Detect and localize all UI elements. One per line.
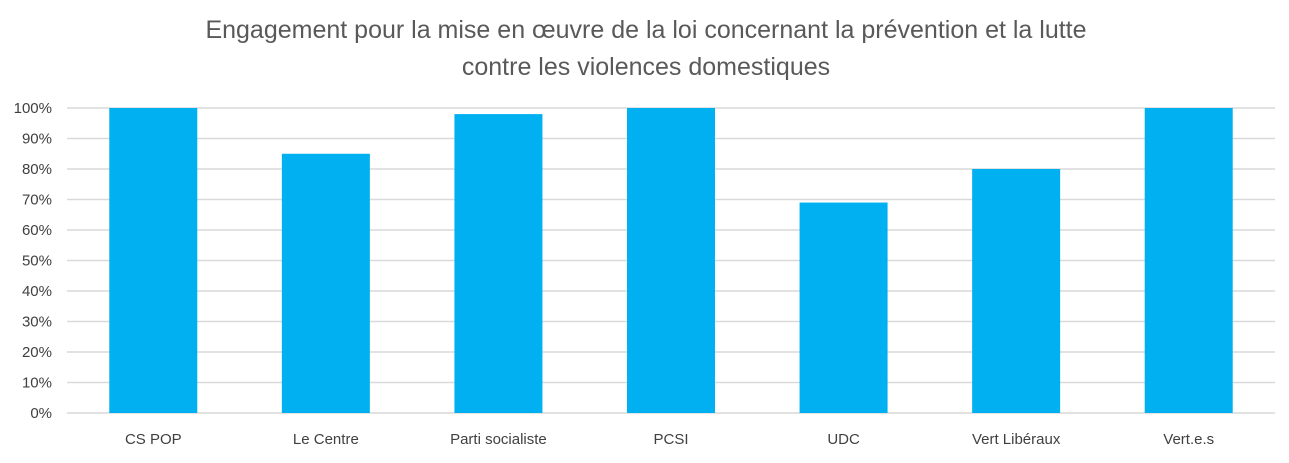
bar (109, 108, 198, 413)
bar (454, 114, 543, 413)
y-tick-label: 30% (22, 314, 52, 331)
y-tick-label: 70% (22, 192, 52, 209)
bar (627, 108, 715, 413)
x-tick-label: Vert Libéraux (972, 431, 1061, 448)
y-tick-label: 80% (22, 161, 52, 178)
x-tick-label: PCSI (653, 431, 688, 448)
bar (1144, 108, 1233, 413)
y-tick-label: 60% (22, 222, 52, 239)
x-tick-label: Parti socialiste (450, 431, 547, 448)
bar (972, 169, 1061, 413)
chart-title-line-1: Engagement pour la mise en œuvre de la l… (205, 16, 1086, 44)
y-tick-label: 100% (14, 100, 52, 117)
chart-title-line-2: contre les violences domestiques (462, 53, 830, 81)
y-tick-label: 10% (22, 375, 52, 392)
y-tick-label: 0% (30, 405, 52, 422)
x-tick-label: Vert.e.s (1163, 431, 1214, 448)
y-tick-label: 90% (22, 131, 52, 148)
bar (799, 202, 888, 413)
x-tick-label: CS POP (125, 431, 182, 448)
y-tick-label: 50% (22, 253, 52, 270)
y-tick-label: 40% (22, 283, 52, 300)
bar (281, 153, 370, 413)
x-tick-label: Le Centre (293, 431, 359, 448)
y-tick-label: 20% (22, 344, 52, 361)
x-tick-label: UDC (827, 431, 860, 448)
